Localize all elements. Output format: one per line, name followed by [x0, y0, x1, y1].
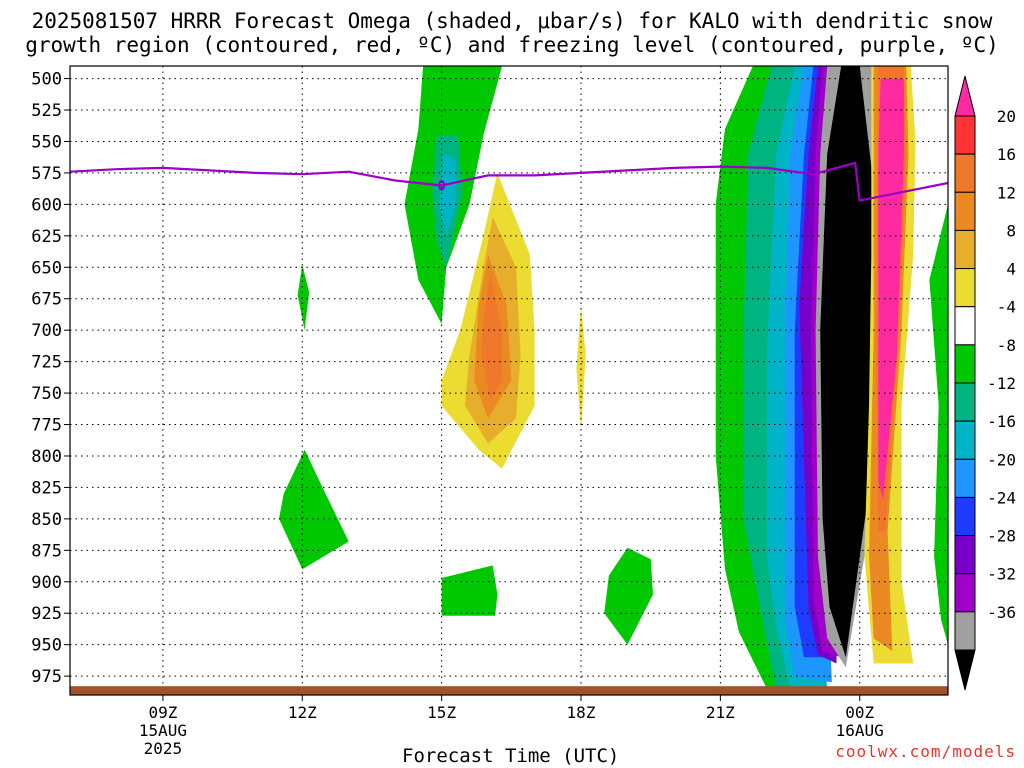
y-tick-label: 600 — [31, 195, 62, 215]
omega-shading — [279, 66, 948, 689]
x-tick-label: 00Z — [845, 703, 874, 722]
colorbar-label: -28 — [987, 527, 1016, 546]
colorbar-swatch — [954, 420, 976, 460]
colorbar-label: -20 — [987, 450, 1016, 469]
terrain-surface — [70, 686, 948, 695]
y-tick-label: 775 — [31, 416, 62, 436]
colorbar-swatch — [954, 458, 976, 498]
y-tick-label: 925 — [31, 604, 62, 624]
freezing-level-label: 0 — [437, 179, 445, 195]
x-tick-label: 12Z — [288, 703, 317, 722]
freezing-level-contour: 0 — [70, 161, 948, 202]
y-tick-label: 700 — [31, 321, 62, 341]
colorbar-label: 16 — [997, 145, 1016, 164]
colorbar-swatch — [954, 306, 976, 346]
shade-region — [604, 547, 653, 645]
colorbar-swatch — [954, 535, 976, 575]
colorbar-swatch — [954, 229, 976, 270]
y-tick-label: 725 — [31, 353, 62, 373]
shade-region — [878, 78, 904, 500]
y-tick-label: 750 — [31, 384, 62, 404]
colorbar-swatch — [954, 268, 976, 308]
colorbar-label: 12 — [997, 183, 1016, 202]
shade-region — [297, 264, 310, 331]
y-tick-label: 900 — [31, 573, 62, 593]
x-axis-label: Forecast Time (UTC) — [402, 745, 620, 767]
shade-region — [441, 565, 498, 616]
chart-title-line-1: 2025081507 HRRR Forecast Omega (shaded, … — [31, 9, 993, 33]
y-tick-label: 575 — [31, 164, 62, 184]
y-axis: 500 525 550 575 600 625 650 675 700 725 750 775 800 8… — [31, 70, 70, 687]
colorbar-label: -36 — [987, 603, 1016, 622]
colorbar-swatch — [954, 573, 976, 613]
colorbar-swatch — [954, 496, 976, 537]
colorbar-label: -8 — [997, 336, 1016, 355]
y-tick-label: 975 — [31, 667, 62, 687]
x-tick-date: 15AUG — [139, 721, 187, 740]
y-tick-label: 950 — [31, 636, 62, 656]
y-tick-label: 850 — [31, 510, 62, 530]
x-tick-label: 09Z — [148, 703, 177, 722]
colorbar-swatch — [954, 115, 976, 155]
freezing-level-line — [70, 161, 948, 202]
y-tick-label: 500 — [31, 70, 62, 90]
y-tick-label: 550 — [31, 132, 62, 152]
shade-region — [279, 449, 349, 570]
colorbar-label: -32 — [987, 565, 1016, 584]
colorbar-label: 20 — [997, 107, 1016, 126]
colorbar-arrow-top — [954, 75, 976, 117]
y-tick-label: 825 — [31, 478, 62, 498]
colorbar-swatch — [954, 611, 976, 651]
colorbar-label: 4 — [1006, 260, 1016, 279]
colorbar-swatch — [954, 344, 976, 384]
shade-region — [929, 204, 948, 645]
colorbar-label: -24 — [987, 488, 1016, 507]
x-tick-label: 15Z — [427, 703, 456, 722]
y-tick-label: 675 — [31, 290, 62, 310]
plot-frame — [69, 65, 949, 696]
y-tick-label: 625 — [31, 227, 62, 247]
terrain-band — [70, 686, 948, 695]
colorbar-label: -12 — [987, 374, 1016, 393]
chart-title-line-2: growth region (contoured, red, ºC) and f… — [25, 33, 999, 57]
colorbar-label: -16 — [987, 412, 1016, 431]
x-tick-label: 21Z — [706, 703, 735, 722]
credit-text: coolwx.com/models — [835, 742, 1016, 761]
x-tick-year: 2025 — [144, 739, 183, 758]
colorbar-arrow-bottom — [954, 649, 976, 691]
y-tick-label: 650 — [31, 258, 62, 278]
shade-region — [576, 305, 586, 431]
shade-region — [439, 154, 456, 236]
colorbar-swatch — [954, 153, 976, 193]
colorbar: 20 16 12 8 4 -4 -8 -12 -16 -20 -24 -28 -32 -36 — [954, 75, 1016, 691]
colorbar-swatch — [954, 382, 976, 422]
y-tick-label: 800 — [31, 447, 62, 467]
y-tick-label: 875 — [31, 541, 62, 561]
colorbar-label: -4 — [997, 298, 1016, 317]
x-tick-label: 18Z — [567, 703, 596, 722]
shade-region — [481, 273, 502, 400]
x-tick-date: 16AUG — [836, 721, 884, 740]
colorbar-label: 8 — [1006, 221, 1016, 240]
colorbar-swatch — [954, 191, 976, 231]
y-tick-label: 525 — [31, 101, 62, 121]
